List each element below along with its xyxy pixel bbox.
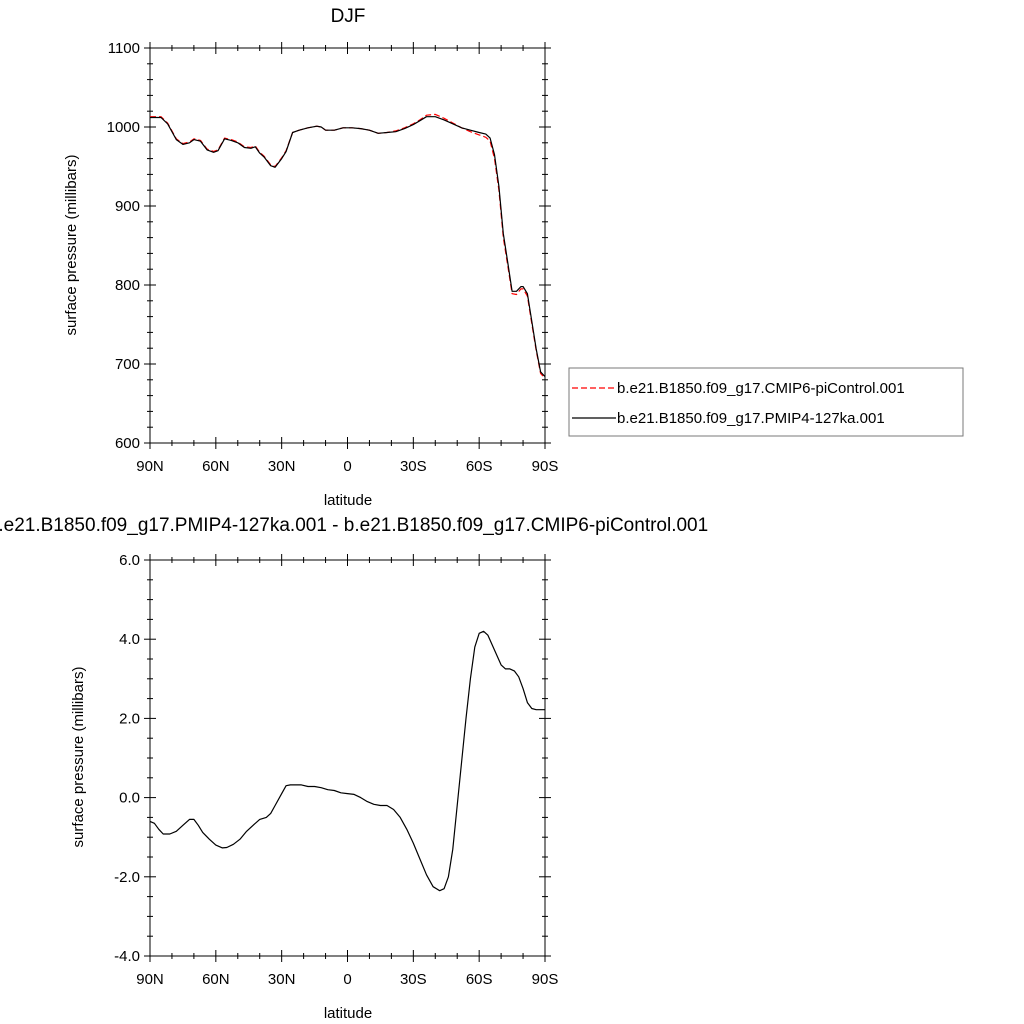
bottom-x-tick-label: 30N (268, 971, 296, 988)
bottom-y-tick-label: 4.0 (119, 631, 140, 648)
top-x-tick-label: 0 (343, 458, 351, 475)
top-y-tick-label: 1100 (108, 40, 140, 57)
bottom-y-tick-label: 6.0 (119, 552, 140, 569)
bottom-y-axis-label: surface pressure (millibars) (70, 667, 87, 848)
bottom-y-tick-label: -2.0 (114, 869, 140, 886)
top-chart-title: DJF (331, 6, 366, 27)
legend-entry-127ka: b.e21.B1850.f09_g17.PMIP4-127ka.001 (617, 410, 885, 427)
top-series-line-1 (150, 116, 546, 378)
bottom-y-tick-label: 2.0 (119, 710, 140, 727)
top-x-tick-label: 90N (136, 458, 164, 475)
bottom-x-tick-label: 30S (400, 971, 427, 988)
bottom-chart-title: b.e21.B1850.f09_g17.PMIP4-127ka.001 - b.… (0, 515, 708, 536)
bottom-x-tick-label: 60S (466, 971, 493, 988)
bottom-y-tick-label: -4.0 (114, 948, 140, 965)
legend: b.e21.B1850.f09_g17.CMIP6-piControl.001 … (568, 367, 964, 437)
top-x-tick-label: 30N (268, 458, 296, 475)
top-series-line-0 (150, 113, 546, 379)
legend-box (568, 367, 964, 437)
top-x-axis-label: latitude (324, 492, 372, 509)
bottom-series-lines (149, 630, 545, 892)
bottom-x-tick-label: 0 (343, 971, 351, 988)
top-plot-frame (149, 47, 546, 444)
top-series-lines (150, 113, 546, 379)
bottom-series-line-0 (149, 630, 545, 892)
top-x-tick-label: 30S (400, 458, 427, 475)
top-panel: DJF 600 700 800 900 1000 1100 90N 60N 30N 0 30S 60S… (63, 6, 964, 509)
top-axes: 600 700 800 900 1000 1100 90N 60N 30N 0 30S 60S 90S (107, 40, 559, 475)
bottom-x-tick-label: 60N (202, 971, 230, 988)
bottom-axes: -4.0 -2.0 0.0 2.0 4.0 6.0 90N 60N 30N 0 30S 60S 90S (114, 552, 558, 988)
top-y-tick-label: 700 (115, 356, 140, 373)
bottom-panel: b.e21.B1850.f09_g17.PMIP4-127ka.001 - b.… (0, 515, 708, 1022)
top-x-tick-label: 60N (202, 458, 230, 475)
bottom-plot-frame (149, 559, 546, 957)
top-y-tick-label: 800 (115, 277, 140, 294)
legend-entry-picontrol: b.e21.B1850.f09_g17.CMIP6-piControl.001 (617, 380, 905, 397)
top-y-axis-label: surface pressure (millibars) (63, 155, 80, 336)
top-x-tick-label: 90S (532, 458, 559, 475)
top-y-tick-label: 1000 (107, 119, 140, 136)
top-x-tick-label: 60S (466, 458, 493, 475)
bottom-x-tick-label: 90S (532, 971, 559, 988)
bottom-y-tick-label: 0.0 (119, 790, 140, 807)
top-y-tick-label: 900 (115, 198, 140, 215)
top-y-tick-label: 600 (115, 435, 140, 452)
bottom-x-tick-label: 90N (136, 971, 164, 988)
bottom-x-axis-label: latitude (324, 1005, 372, 1022)
